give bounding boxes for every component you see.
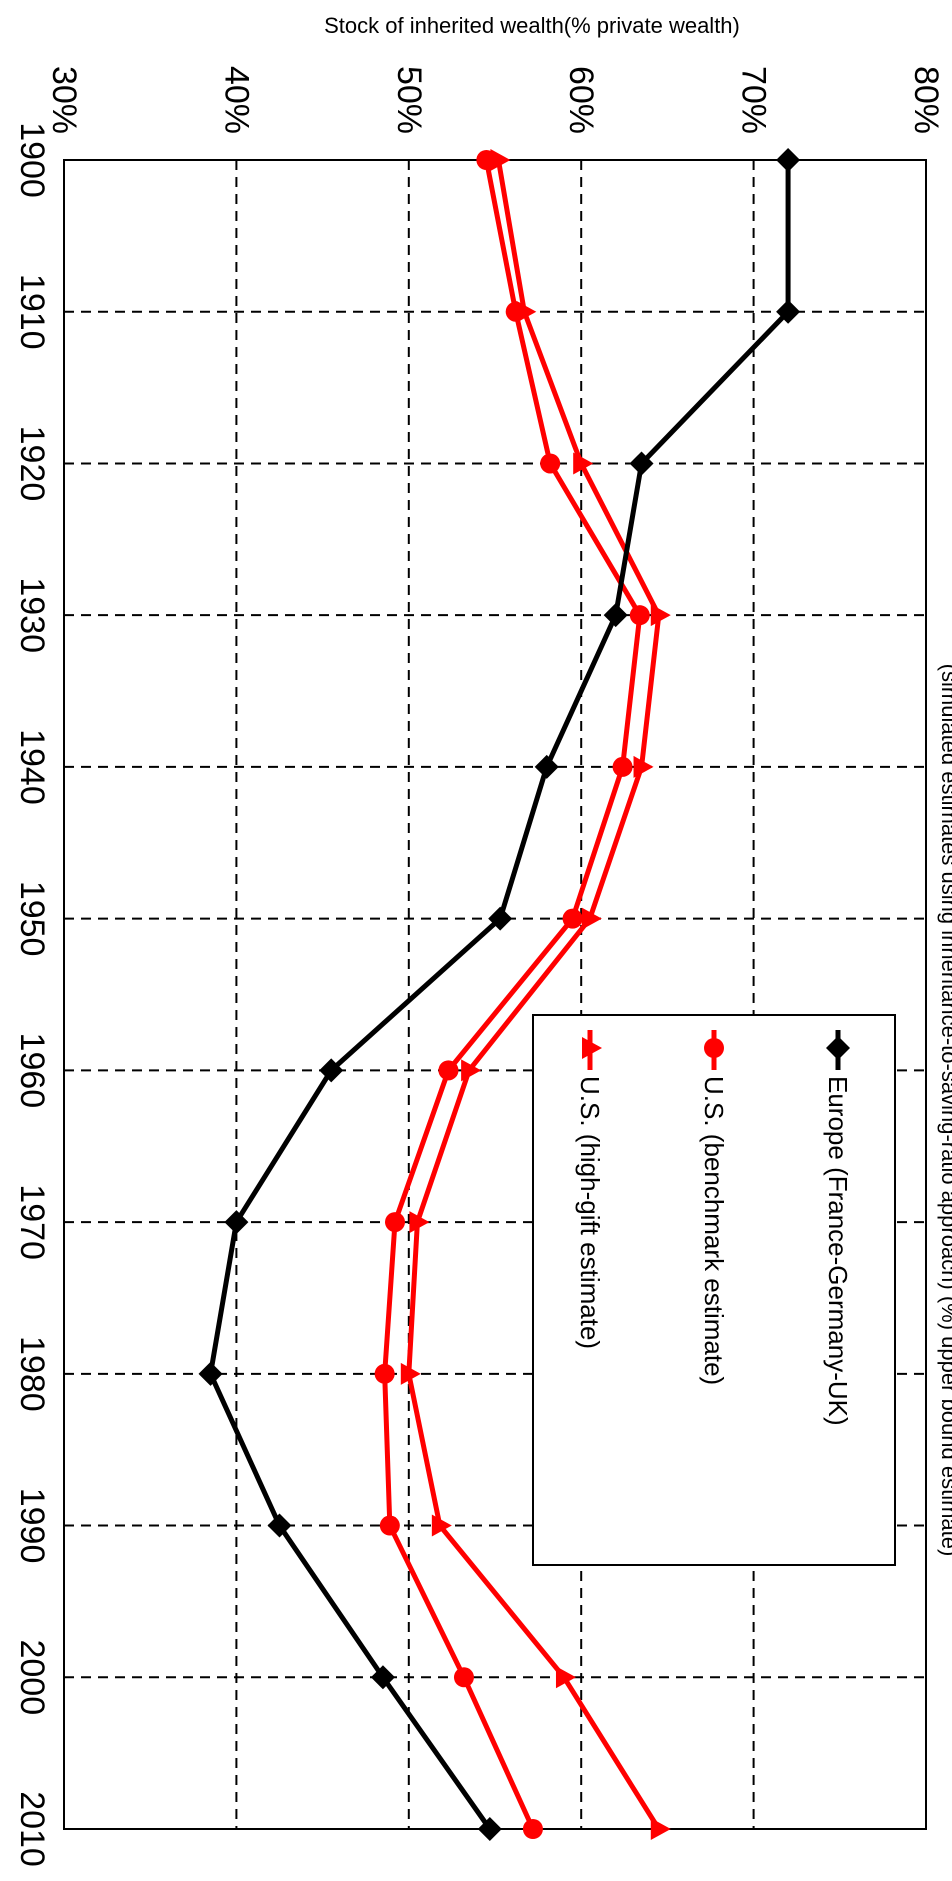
- legend-item-diamond: Europe (France-Germany-UK): [823, 1030, 853, 1426]
- point-circle-1940: [612, 756, 633, 777]
- y-tick-label-80: 80%: [907, 66, 945, 134]
- legend-marker-circle: [704, 1038, 724, 1058]
- legend: Europe (France-Germany-UK) U.S. (benchmar…: [532, 1014, 896, 1566]
- x-tick-label-1900: 1900: [13, 122, 51, 198]
- series-diamond: [198, 148, 801, 1841]
- clipped-top-text: (simulated estimates using inheritance-t…: [937, 664, 952, 1557]
- point-diamond-1930: [603, 603, 628, 628]
- grid: [64, 160, 926, 1829]
- point-triangle-1910: [516, 300, 537, 323]
- point-triangle-1990: [431, 1514, 452, 1537]
- x-tick-label-1990: 1990: [13, 1488, 51, 1564]
- series-line-triangle: [406, 159, 662, 1831]
- point-circle-1950: [562, 908, 583, 929]
- point-triangle-1900: [490, 149, 511, 171]
- point-triangle-1950: [581, 907, 602, 930]
- legend-item-circle: U.S. (benchmark estimate): [699, 1030, 729, 1385]
- point-diamond-1990: [267, 1513, 292, 1538]
- point-circle-2000: [453, 1667, 474, 1688]
- point-triangle-1970: [409, 1211, 430, 1234]
- point-triangle-2010: [650, 1818, 671, 1840]
- legend-label-triangle: U.S. (high-gift estimate): [575, 1076, 605, 1349]
- x-tick-label-2010: 2010: [13, 1791, 51, 1867]
- point-circle-1980: [374, 1363, 395, 1384]
- legend-marker-diamond: [826, 1036, 850, 1060]
- plot-frame: [63, 159, 927, 1830]
- point-diamond-2000: [370, 1665, 395, 1690]
- x-tick-label-2000: 2000: [13, 1639, 51, 1715]
- point-diamond-1950: [488, 906, 513, 931]
- x-tick-label-1930: 1930: [13, 577, 51, 653]
- point-diamond-1980: [198, 1361, 223, 1386]
- y-tick-label-40: 40%: [217, 66, 255, 134]
- y-axis-title: Stock of inherited wealth(% private weal…: [324, 13, 740, 38]
- series-circle: [374, 150, 650, 1839]
- point-circle-1960: [438, 1060, 459, 1081]
- point-triangle-1920: [573, 452, 594, 475]
- point-triangle-1980: [400, 1362, 421, 1385]
- point-circle-1920: [540, 453, 561, 474]
- x-tick-label-1910: 1910: [13, 274, 51, 350]
- y-tick-label-50: 50%: [390, 66, 428, 134]
- y-tick-label-60: 60%: [562, 66, 600, 134]
- point-diamond-1970: [224, 1210, 249, 1235]
- x-tick-label-1950: 1950: [13, 881, 51, 957]
- legend-box: [532, 1014, 896, 1566]
- point-diamond-1960: [319, 1058, 344, 1083]
- x-tick-labels: 1900 1910 1920 1930 1940 1950 1960 1970 1980 1990…: [13, 122, 51, 1867]
- x-tick-label-1970: 1970: [13, 1184, 51, 1260]
- point-triangle-2000: [555, 1666, 576, 1689]
- point-triangle-1940: [633, 755, 654, 778]
- legend-label-diamond: Europe (France-Germany-UK): [823, 1076, 853, 1426]
- legend-label-circle: U.S. (benchmark estimate): [699, 1076, 729, 1385]
- y-tick-label-30: 30%: [45, 66, 83, 134]
- point-diamond-2010: [477, 1817, 502, 1841]
- legend-marker-triangle: [582, 1037, 602, 1059]
- series-layer: [198, 148, 801, 1841]
- x-tick-label-1920: 1920: [13, 426, 51, 502]
- x-tick-label-1980: 1980: [13, 1336, 51, 1412]
- point-circle-2010: [522, 1819, 543, 1839]
- point-diamond-1920: [629, 451, 654, 476]
- point-circle-1970: [385, 1212, 406, 1233]
- x-tick-label-1940: 1940: [13, 729, 51, 805]
- y-tick-labels: 30% 40% 50% 60% 70% 80%: [45, 66, 945, 134]
- series-line-diamond: [208, 160, 791, 1831]
- point-circle-1990: [379, 1515, 400, 1536]
- point-diamond-1900: [776, 148, 801, 172]
- point-circle-1930: [629, 605, 650, 626]
- y-tick-label-70: 70%: [735, 66, 773, 134]
- legend-item-triangle: U.S. (high-gift estimate): [575, 1030, 605, 1349]
- x-tick-label-1960: 1960: [13, 1033, 51, 1109]
- series-triangle: [400, 149, 671, 1840]
- point-triangle-1960: [461, 1059, 482, 1082]
- point-triangle-1930: [650, 604, 671, 627]
- point-diamond-1910: [776, 299, 801, 324]
- series-line-circle: [382, 159, 643, 1831]
- point-diamond-1940: [534, 754, 559, 779]
